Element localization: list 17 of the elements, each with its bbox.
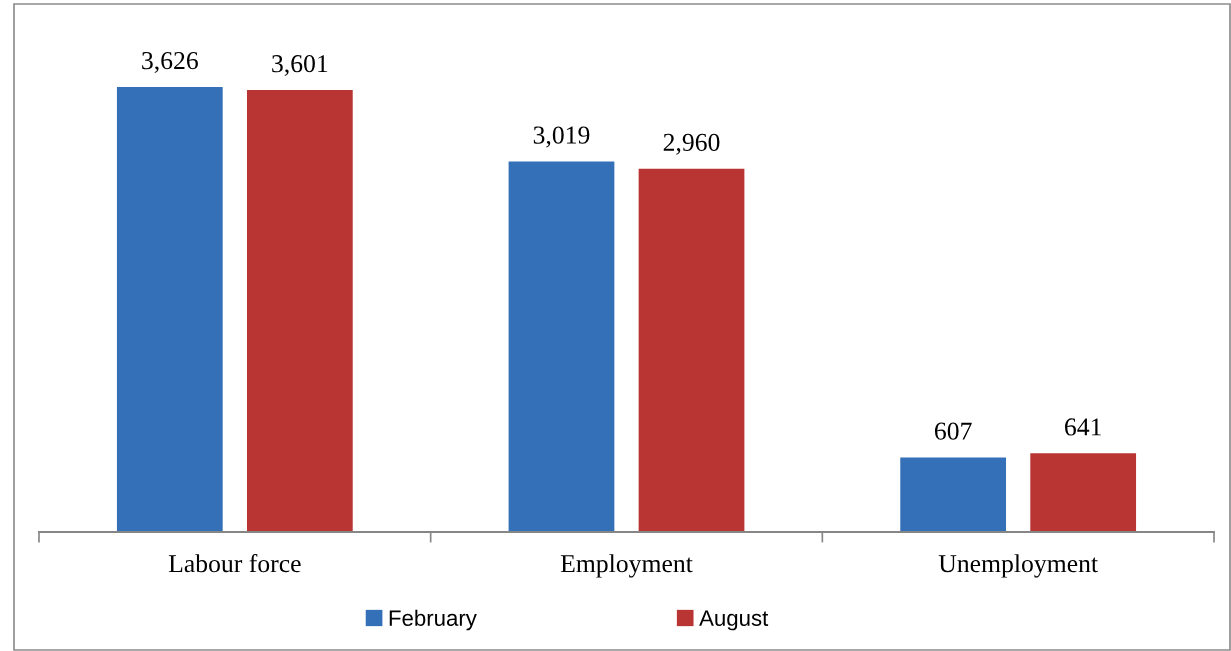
bar <box>508 161 615 532</box>
bar <box>116 87 223 532</box>
x-tick-label: Employment <box>560 554 693 578</box>
data-label: 2,960 <box>663 133 720 155</box>
data-label: 3,626 <box>142 52 198 73</box>
x-tick-label: Labour force <box>168 553 301 573</box>
data-label: 641 <box>1065 418 1101 436</box>
data-label: 607 <box>934 422 972 440</box>
x-tick-label: Unemployment <box>938 554 1098 578</box>
data-label: 3,019 <box>533 126 590 148</box>
bar <box>638 168 745 532</box>
bar <box>900 457 1007 532</box>
legend-label: February <box>389 609 477 631</box>
bar <box>1030 453 1137 532</box>
data-label: 3,601 <box>272 55 328 77</box>
bar <box>246 90 353 532</box>
legend-label: August <box>699 610 769 631</box>
